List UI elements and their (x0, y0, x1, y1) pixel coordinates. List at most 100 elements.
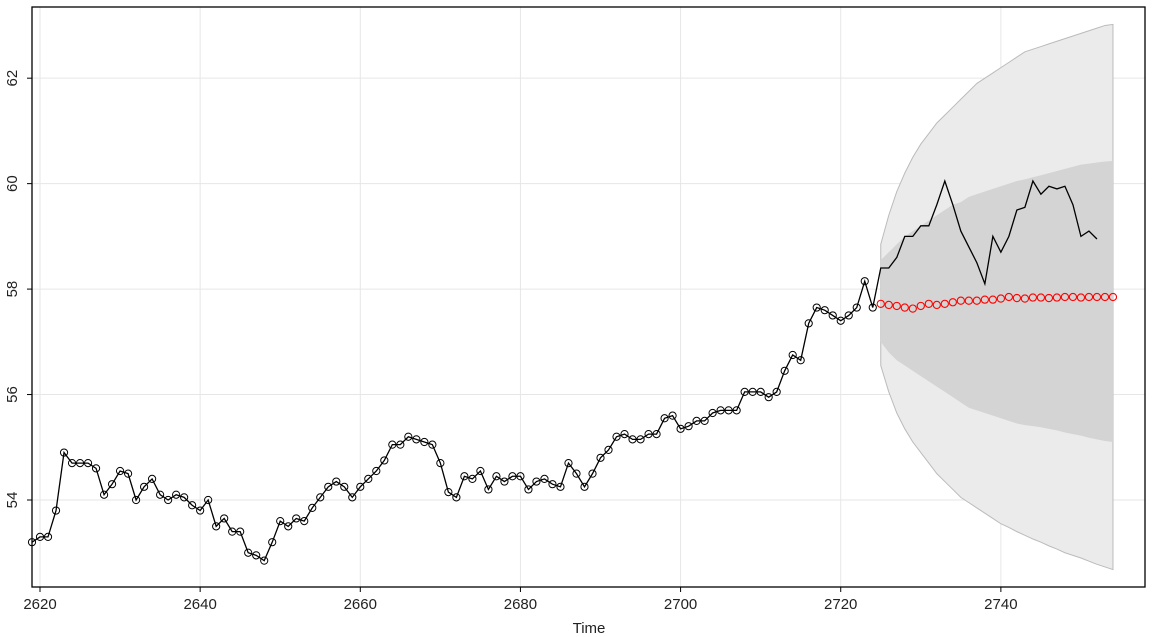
observed-point (700, 416, 709, 426)
observed-point (404, 432, 413, 441)
observed-point (340, 482, 349, 491)
observed-point (356, 482, 365, 491)
x-tick-label: 2740 (984, 596, 1017, 613)
forecast-point (876, 299, 885, 309)
forecast-point (1092, 292, 1102, 302)
observed-point (556, 482, 565, 491)
forecast-point (980, 295, 990, 304)
observed-point (500, 477, 509, 486)
observed-point (436, 458, 445, 468)
observed-point (868, 303, 877, 312)
observed-point (748, 387, 757, 397)
x-tick-label: 2720 (824, 596, 857, 613)
y-tick-label: 60 (4, 175, 21, 192)
observed-point (836, 316, 845, 325)
observed-point (180, 493, 189, 502)
observed-point (844, 311, 853, 320)
forecast-point (916, 301, 925, 311)
observed-point (99, 490, 109, 499)
observed-point (860, 277, 869, 286)
prediction-band-80 (880, 160, 1113, 442)
forecast-point (1052, 293, 1062, 302)
axis-layer: 2620 2640 2660 2680 2700 2720 2740 54 56 58 60 62 (4, 70, 1018, 613)
observed-point (83, 458, 93, 468)
observed-point (548, 480, 557, 489)
observed-point (580, 482, 589, 491)
y-tick-label: 62 (4, 70, 21, 87)
observed-point (564, 458, 573, 468)
observed-point (172, 490, 181, 499)
observed-point (724, 406, 733, 415)
observed-point (532, 477, 541, 486)
observed-point (35, 532, 45, 542)
observed-point (804, 319, 813, 328)
observed-point (756, 387, 765, 397)
observed-point (492, 472, 501, 481)
observed-point (588, 469, 597, 478)
forecast-point (1084, 292, 1094, 302)
observed-point (164, 495, 173, 505)
y-tick-label: 58 (4, 281, 21, 298)
observed-point (332, 477, 341, 486)
observed-point (612, 432, 621, 441)
forecast-point (924, 299, 933, 309)
observed-point (484, 485, 493, 494)
observed-point (348, 493, 357, 502)
observed-point (468, 474, 477, 484)
forecast-point (972, 296, 981, 305)
observed-point (244, 548, 253, 557)
forecast-point (1020, 294, 1030, 303)
observed-point (276, 516, 285, 526)
observed-point (452, 493, 461, 502)
x-axis-title: Time (573, 620, 606, 637)
observed-point (364, 474, 373, 484)
observed-point (67, 458, 77, 468)
observed-point (396, 440, 405, 449)
observed-point (412, 435, 421, 444)
forecast-point (1060, 292, 1070, 302)
observed-point (660, 414, 669, 423)
y-tick-label: 54 (4, 492, 21, 509)
observed-point (212, 522, 221, 531)
observed-point (107, 480, 117, 489)
observed-point (420, 437, 429, 447)
observed-point (236, 527, 245, 536)
observed-point (460, 472, 469, 481)
observed-point (788, 350, 797, 360)
forecast-point (884, 300, 893, 310)
observed-point (508, 472, 517, 481)
observed-point (268, 538, 277, 547)
observed-point (220, 514, 229, 523)
observed-point (524, 485, 533, 494)
observed-point (716, 406, 725, 415)
observed-point (684, 422, 693, 431)
observed-point (228, 527, 237, 536)
observed-point (852, 303, 861, 312)
forecast-point (1028, 293, 1038, 302)
observed-point (772, 387, 781, 397)
observed-point (59, 448, 69, 457)
forecast-point (996, 294, 1006, 303)
observed-point (428, 440, 437, 449)
observed-point (300, 516, 309, 526)
observed-point (812, 303, 821, 312)
observed-point (764, 393, 773, 402)
observed-point (388, 440, 397, 449)
forecast-point (932, 300, 941, 310)
actual-future-series-line (872, 178, 1098, 308)
observed-point (316, 493, 325, 502)
prediction-bands (880, 23, 1114, 571)
observed-point (188, 501, 197, 510)
observed-point (91, 464, 101, 473)
observed-point (444, 487, 453, 497)
x-tick-label: 2640 (183, 596, 216, 613)
marker-layer (27, 277, 1118, 565)
forecast-point (956, 296, 965, 305)
observed-point (372, 466, 381, 476)
observed-point (196, 506, 205, 515)
forecast-point (908, 304, 917, 313)
forecast-point (1100, 292, 1110, 302)
observed-point (308, 503, 317, 513)
observed-point (708, 408, 717, 418)
observed-point (476, 466, 485, 476)
